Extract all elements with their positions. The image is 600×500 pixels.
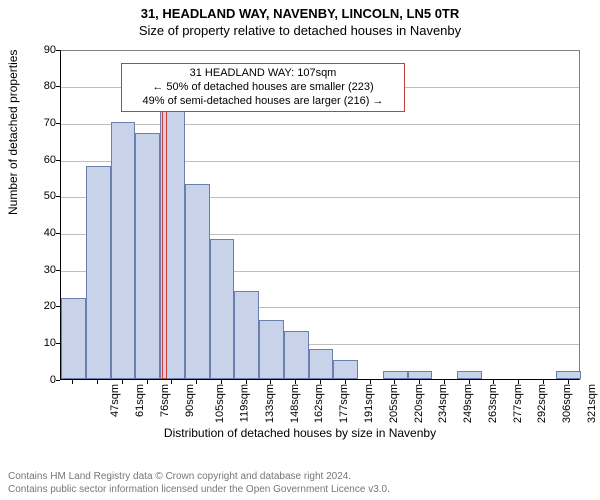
ytick-mark — [56, 306, 60, 307]
highlight-bar — [162, 96, 166, 378]
histogram-bar — [234, 291, 259, 379]
xtick-label: 148sqm — [289, 384, 301, 423]
xtick-label: 234sqm — [437, 384, 449, 423]
annotation-box: 31 HEADLAND WAY: 107sqm← 50% of detached… — [121, 63, 405, 112]
histogram-bar — [210, 239, 235, 378]
histogram-bar — [408, 371, 433, 378]
xtick-label: 162sqm — [314, 384, 326, 423]
xtick-label: 292sqm — [536, 384, 548, 423]
histogram-bar — [185, 184, 210, 378]
ytick-label: 90 — [6, 44, 56, 56]
histogram-bar — [556, 371, 581, 378]
ytick-label: 10 — [6, 337, 56, 349]
chart-container: Number of detached properties 31 HEADLAN… — [0, 40, 600, 440]
page-title: 31, HEADLAND WAY, NAVENBY, LINCOLN, LN5 … — [0, 0, 600, 23]
xtick-mark — [469, 380, 470, 384]
ytick-mark — [56, 160, 60, 161]
histogram-bar — [457, 371, 482, 378]
xtick-mark — [419, 380, 420, 384]
annotation-line: 31 HEADLAND WAY: 107sqm — [128, 66, 398, 80]
xtick-mark — [72, 380, 73, 384]
xtick-mark — [147, 380, 148, 384]
histogram-bar — [259, 320, 284, 379]
xtick-mark — [345, 380, 346, 384]
ytick-label: 50 — [6, 190, 56, 202]
xtick-label: 306sqm — [561, 384, 573, 423]
ytick-mark — [56, 270, 60, 271]
xtick-label: 249sqm — [462, 384, 474, 423]
xtick-label: 191sqm — [363, 384, 375, 423]
histogram-bar — [135, 133, 160, 379]
xtick-label: 205sqm — [388, 384, 400, 423]
xtick-label: 177sqm — [338, 384, 350, 423]
histogram-bar — [61, 298, 86, 379]
ytick-label: 70 — [6, 117, 56, 129]
xtick-label: 277sqm — [512, 384, 524, 423]
footer: Contains HM Land Registry data © Crown c… — [0, 467, 600, 500]
ytick-label: 30 — [6, 264, 56, 276]
xtick-mark — [295, 380, 296, 384]
histogram-bar — [333, 360, 358, 378]
xtick-label: 220sqm — [413, 384, 425, 423]
footer-line-2: Contains public sector information licen… — [8, 484, 592, 497]
xtick-label: 76sqm — [159, 384, 171, 417]
ytick-mark — [56, 380, 60, 381]
xtick-mark — [518, 380, 519, 384]
gridline — [61, 124, 579, 125]
xtick-label: 263sqm — [487, 384, 499, 423]
xtick-label: 61sqm — [134, 384, 146, 417]
xtick-label: 119sqm — [239, 384, 251, 422]
annotation-line: ← 50% of detached houses are smaller (22… — [128, 80, 398, 94]
xtick-mark — [246, 380, 247, 384]
xtick-label: 105sqm — [215, 384, 227, 423]
xtick-mark — [122, 380, 123, 384]
xtick-mark — [171, 380, 172, 384]
histogram-bar — [284, 331, 309, 379]
ytick-mark — [56, 233, 60, 234]
ytick-label: 0 — [6, 374, 56, 386]
ytick-label: 40 — [6, 227, 56, 239]
histogram-bar — [383, 371, 408, 378]
ytick-mark — [56, 50, 60, 51]
x-axis-label: Distribution of detached houses by size … — [0, 426, 600, 440]
ytick-mark — [56, 343, 60, 344]
xtick-mark — [543, 380, 544, 384]
xtick-label: 321sqm — [586, 384, 598, 423]
page-subtitle: Size of property relative to detached ho… — [0, 23, 600, 40]
ytick-mark — [56, 86, 60, 87]
ytick-label: 20 — [6, 300, 56, 312]
ytick-label: 80 — [6, 80, 56, 92]
histogram-bar — [111, 122, 136, 379]
xtick-mark — [394, 380, 395, 384]
ytick-mark — [56, 123, 60, 124]
xtick-mark — [370, 380, 371, 384]
xtick-mark — [221, 380, 222, 384]
annotation-line: 49% of semi-detached houses are larger (… — [128, 94, 398, 108]
ytick-label: 60 — [6, 154, 56, 166]
xtick-label: 47sqm — [109, 384, 121, 417]
xtick-mark — [196, 380, 197, 384]
footer-line-1: Contains HM Land Registry data © Crown c… — [8, 471, 592, 484]
xtick-mark — [97, 380, 98, 384]
plot-area: 31 HEADLAND WAY: 107sqm← 50% of detached… — [60, 50, 580, 380]
histogram-bar — [86, 166, 111, 379]
xtick-mark — [493, 380, 494, 384]
xtick-mark — [568, 380, 569, 384]
histogram-bar — [309, 349, 334, 378]
xtick-label: 90sqm — [184, 384, 196, 417]
xtick-mark — [444, 380, 445, 384]
xtick-label: 133sqm — [264, 384, 276, 423]
xtick-mark — [270, 380, 271, 384]
ytick-mark — [56, 196, 60, 197]
xtick-mark — [320, 380, 321, 384]
